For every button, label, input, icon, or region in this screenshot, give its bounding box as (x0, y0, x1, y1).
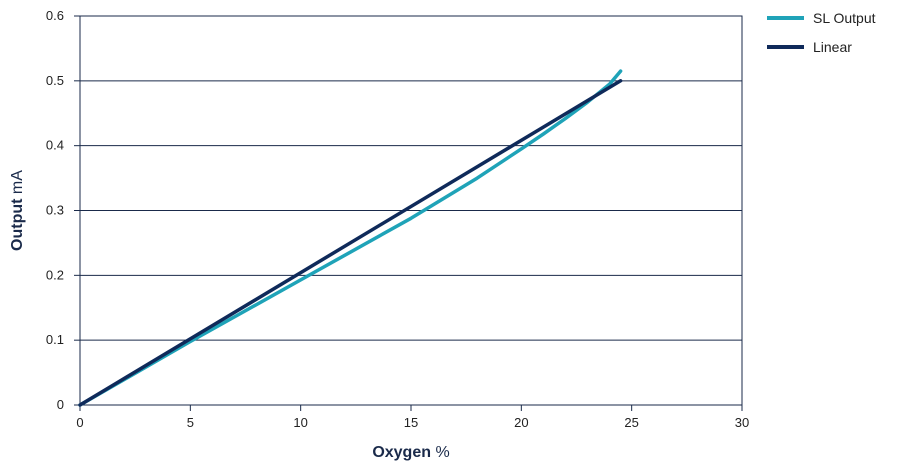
x-tick-label-6: 30 (735, 415, 749, 430)
y-axis-title-unit: mA (9, 170, 26, 194)
y-tick-label-3: 0.3 (46, 203, 64, 218)
tick-labels: 0 0.1 0.2 0.3 0.4 0.5 0.6 0 5 10 15 20 25 30 (46, 8, 749, 430)
y-tick-label-0: 0 (57, 397, 64, 412)
series-lines (78, 69, 623, 407)
y-tick-label-4: 0.4 (46, 138, 64, 153)
series-line-linear (78, 79, 623, 407)
y-tick-label-6: 0.6 (46, 8, 64, 23)
x-axis-title: Oxygen % (372, 444, 449, 461)
x-axis-title-unit: % (435, 444, 449, 461)
x-tick-label-3: 15 (404, 415, 418, 430)
y-axis-title-bold: Output (9, 198, 26, 251)
grid-lines (80, 80, 742, 341)
x-tick-label-0: 0 (76, 415, 83, 430)
legend-label-linear: Linear (813, 39, 852, 55)
x-axis-title-bold: Oxygen (372, 444, 431, 461)
x-tick-label-2: 10 (293, 415, 307, 430)
x-tick-label-4: 20 (514, 415, 528, 430)
y-tick-label-2: 0.2 (46, 267, 64, 282)
legend-label-sl-output: SL Output (813, 10, 876, 26)
y-tick-label-1: 0.1 (46, 332, 64, 347)
x-tick-label-1: 5 (187, 415, 194, 430)
y-axis-title: Output mA (9, 170, 26, 251)
x-tick-label-5: 25 (624, 415, 638, 430)
legend: SL Output Linear (767, 10, 876, 55)
y-tick-label-5: 0.5 (46, 73, 64, 88)
